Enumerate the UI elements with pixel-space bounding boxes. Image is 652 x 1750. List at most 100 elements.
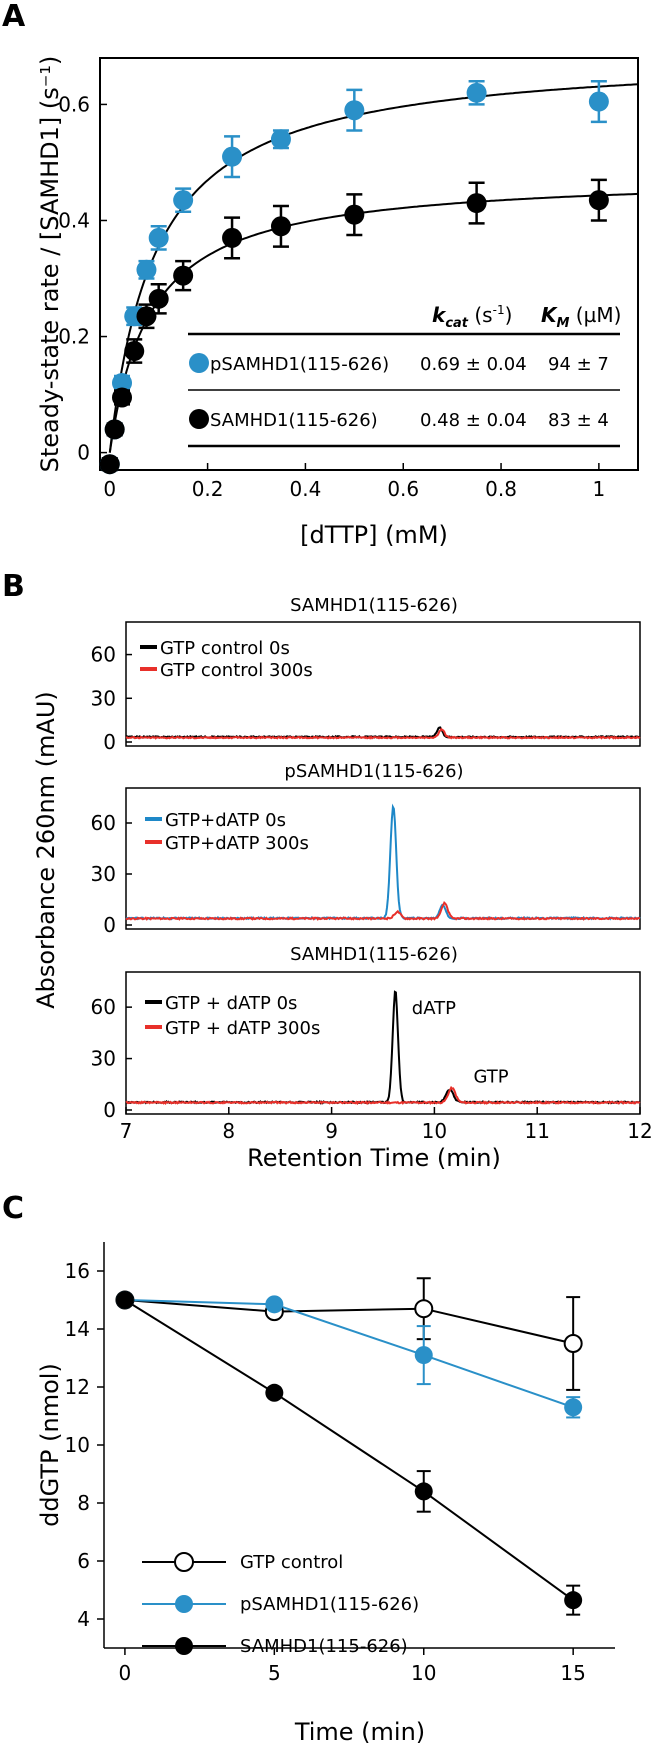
data-point — [99, 454, 120, 475]
y-tick-label: 0.2 — [58, 325, 90, 349]
x-tick-label: 9 — [325, 1119, 338, 1143]
x-tick-label: 15 — [560, 1661, 585, 1685]
x-tick-label: 10 — [411, 1661, 436, 1685]
y-tick-label: 60 — [91, 811, 116, 835]
y-tick-label: 30 — [91, 1047, 116, 1071]
subplot-3-traces — [125, 990, 641, 1106]
x-tick-label: 0.2 — [192, 477, 224, 501]
panel-b-annotations: dATP GTP — [412, 998, 509, 1088]
y-tick-label: 10 — [65, 1433, 90, 1457]
panel-b-x-ticks: 7 8 9 10 11 12 — [120, 1107, 652, 1143]
series-line-GTP control — [124, 1299, 574, 1345]
legend-marker-gtp-control — [174, 1552, 194, 1572]
data-point — [115, 1291, 134, 1309]
data-point — [344, 100, 365, 121]
x-tick-label: 0.4 — [290, 477, 322, 501]
panel-a-chart: 0 0.2 0.4 0.6 0.8 1 0 0.2 0.4 0.6 [dTTP] (mM) St… — [36, 56, 639, 549]
y-tick-label: 0 — [77, 441, 90, 465]
data-point — [270, 129, 291, 150]
subplot-2-traces — [125, 803, 641, 921]
table-name-psamhd1: pSAMHD1(115-626) — [210, 354, 389, 375]
y-tick-label: 30 — [91, 862, 116, 886]
data-point — [564, 1398, 583, 1417]
table-marker-samhd1 — [189, 409, 209, 429]
table-km-psamhd1: 94 ± 7 — [548, 354, 609, 375]
x-tick-label: 12 — [627, 1119, 652, 1143]
data-point — [104, 419, 125, 440]
y-tick-label: 8 — [77, 1491, 90, 1515]
panel-a-fit-curves — [108, 83, 639, 453]
x-tick-label: 0 — [119, 1661, 132, 1685]
data-point — [265, 1295, 284, 1314]
data-point — [112, 387, 133, 408]
data-point — [148, 227, 169, 248]
x-tick-label: 0 — [103, 477, 116, 501]
panel-b-x-label: Retention Time (min) — [247, 1144, 501, 1172]
data-point — [414, 1299, 434, 1319]
trace-GTP+dATP 300s — [125, 901, 640, 921]
trace-GTP control 0s — [125, 726, 640, 740]
subplot-1-frame — [125, 621, 641, 747]
y-tick-label: 0 — [103, 1098, 116, 1122]
table-marker-psamhd1 — [189, 353, 209, 373]
data-point — [344, 204, 365, 225]
x-tick-label: 5 — [268, 1661, 281, 1685]
panel-b-y-label: Absorbance 260nm (mAU) — [32, 691, 60, 1009]
panel-label-c: C — [2, 1191, 24, 1226]
x-tick-label: 7 — [120, 1119, 133, 1143]
fit-curve-pSAMHD1(115-626) — [108, 83, 639, 453]
data-point — [414, 1482, 433, 1501]
data-point — [270, 216, 291, 237]
data-point — [136, 259, 157, 280]
subplot-3-title: SAMHD1(115-626) — [290, 944, 458, 965]
panel-a-y-ticks: 0 0.2 0.4 0.6 — [58, 92, 107, 465]
table-name-samhd1: SAMHD1(115-626) — [210, 410, 378, 431]
legend-gtp-plus-datp-0s: GTP + dATP 0s — [165, 993, 297, 1014]
legend-samhd1: SAMHD1(115-626) — [240, 1636, 408, 1657]
legend-gtp-control: GTP control — [240, 1552, 343, 1573]
table-kcat-samhd1: 0.48 ± 0.04 — [420, 410, 527, 431]
x-tick-label: 8 — [222, 1119, 235, 1143]
table-kcat-psamhd1: 0.69 ± 0.04 — [420, 354, 527, 375]
kcat-header: kcat (s-1) — [432, 303, 512, 331]
data-point — [563, 1334, 583, 1353]
panel-label-b: B — [2, 569, 25, 604]
data-point — [265, 1383, 284, 1402]
data-point — [124, 341, 145, 362]
legend-gtp-plus-datp-300s: GTP + dATP 300s — [165, 1018, 320, 1039]
panel-c-chart: 0 5 10 15 4 6 8 10 12 14 16 Time (min) ddGTP (nmo… — [36, 1242, 615, 1746]
peak-label-datp: dATP — [412, 998, 456, 1019]
x-tick-label: 10 — [422, 1119, 447, 1143]
y-tick-label: 4 — [77, 1607, 90, 1631]
panel-a-x-label: [dTTP] (mM) — [300, 521, 448, 549]
panel-a-frame — [99, 57, 639, 471]
x-tick-label: 0.8 — [485, 477, 517, 501]
peak-label-gtp: GTP — [473, 1067, 508, 1088]
legend-marker-samhd1 — [175, 1637, 193, 1655]
panel-b-y-ticks: 0 30 60 0 30 60 0 30 60 — [91, 643, 132, 1122]
data-point — [136, 306, 157, 327]
data-point — [173, 265, 194, 286]
subplot-3-frame — [125, 971, 641, 1115]
data-point — [222, 227, 243, 248]
trace-GTP control 300s — [125, 727, 641, 740]
subplot-2-title: pSAMHD1(115-626) — [284, 761, 463, 782]
series-line-SAMHD1(115-626) — [124, 1299, 574, 1602]
series-line-pSAMHD1(115-626) — [124, 1299, 574, 1409]
panel-b-chart: Absorbance 260nm (mAU) Retention Time (m… — [32, 595, 652, 1172]
panel-label-a: A — [2, 0, 26, 34]
data-point — [173, 190, 194, 211]
panel-c-y-label: ddGTP (nmol) — [36, 1363, 64, 1527]
y-tick-label: 30 — [91, 686, 116, 710]
panel-c-marks — [115, 1277, 583, 1616]
legend-marker-psamhd1 — [175, 1595, 193, 1613]
y-tick-label: 0 — [103, 913, 116, 937]
x-tick-label: 0.6 — [387, 477, 419, 501]
y-tick-label: 0.6 — [58, 92, 90, 116]
x-tick-label: 1 — [593, 477, 606, 501]
panel-a-y-label: Steady-state rate / [SAMHD1] (s⁻¹) — [36, 56, 64, 473]
panel-c-x-label: Time (min) — [294, 1718, 425, 1746]
y-tick-label: 0.4 — [58, 208, 90, 232]
y-tick-label: 6 — [77, 1549, 90, 1573]
